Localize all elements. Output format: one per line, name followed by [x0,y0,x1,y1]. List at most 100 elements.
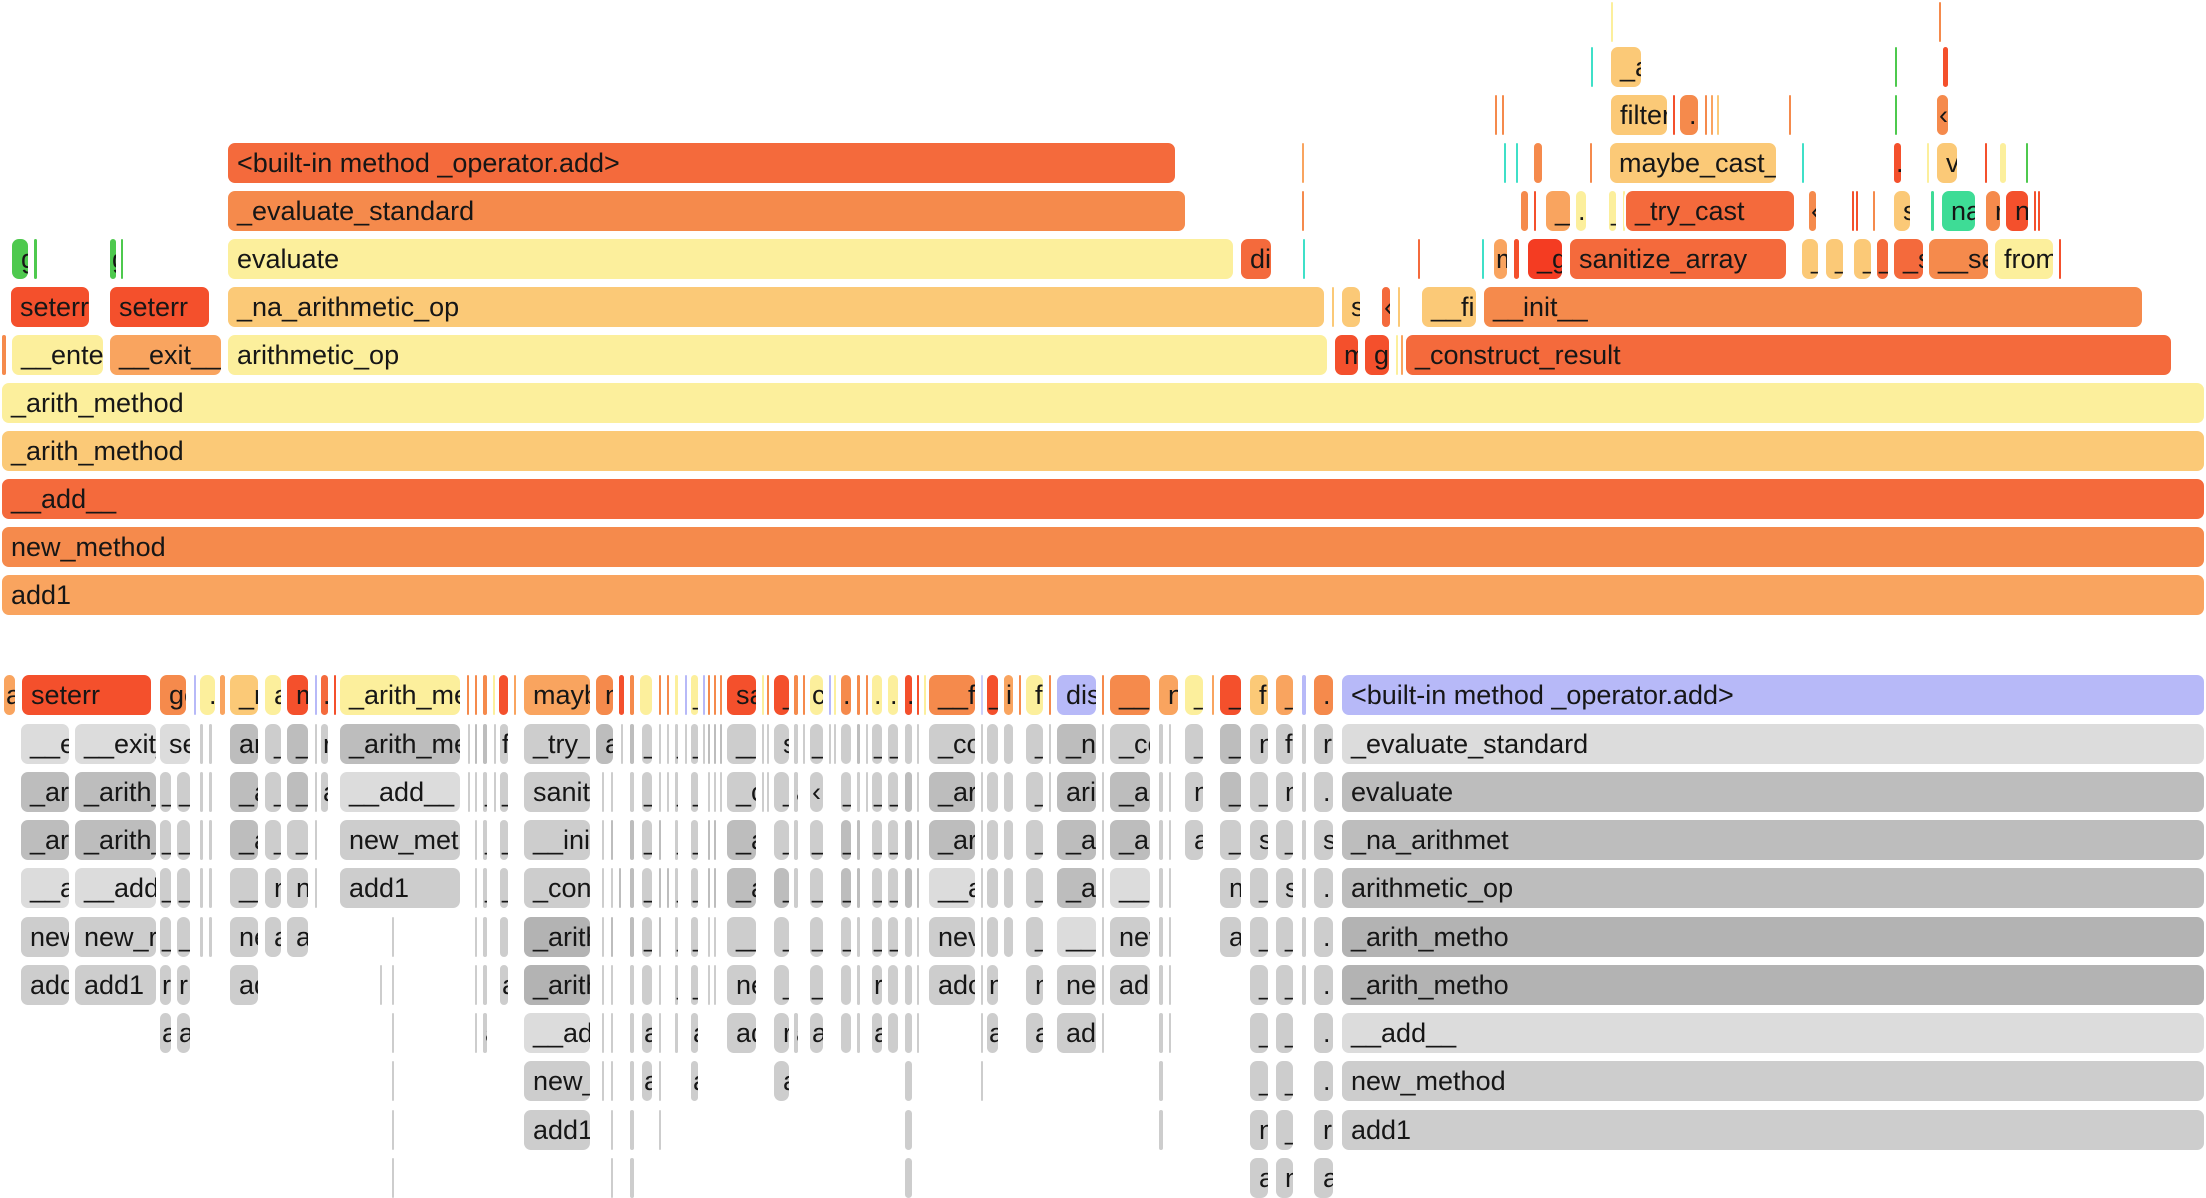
frame-m[interactable]: m [1274,770,1295,814]
frame-[interactable]: . [198,673,217,717]
frame-bar[interactable] [657,818,663,862]
frame-_[interactable]: _ [1274,1059,1295,1103]
frame-bar[interactable] [1983,141,1989,185]
frame-bar[interactable] [765,673,771,717]
frame-n[interactable]: n [1218,866,1243,910]
frame-bar[interactable] [192,673,198,717]
frame-bar[interactable] [1167,770,1173,814]
frame-a[interactable]: a [855,1011,862,1055]
frame-bar[interactable] [640,963,654,1007]
frame-evaluate[interactable]: evaluate [1340,770,2206,814]
frame-_ar[interactable]: _ar [1055,818,1098,862]
frame-bar[interactable] [473,963,479,1007]
frame-bar[interactable] [1047,722,1053,766]
frame-_arith_[interactable]: _arith_ [73,818,158,862]
frame-disp[interactable]: disp [1239,237,1273,281]
frame-a[interactable]: a [673,1011,680,1055]
frame-bar[interactable] [1017,673,1023,717]
frame-_[interactable]: _ [689,722,700,766]
frame-arithmetic_op[interactable]: arithmetic_op [1340,866,2206,910]
frame-bar[interactable] [765,770,771,814]
frame-seterr[interactable]: seterr [20,673,153,717]
frame-bar[interactable] [712,673,718,717]
frame-bar[interactable] [2036,189,2042,233]
frame-__init__[interactable]: __init__ [1482,285,2144,329]
frame-_evaluate_standard[interactable]: _evaluate_standard [1340,722,2206,766]
frame-bar[interactable] [1330,285,1336,329]
frame-bar[interactable] [1671,93,1677,137]
frame-bar[interactable] [855,770,862,814]
frame-_a[interactable]: _a [725,866,758,910]
frame-_[interactable]: _ [1024,915,1045,959]
frame-bar[interactable] [628,866,636,910]
frame-n[interactable]: n [1248,722,1270,766]
frame-_[interactable]: _ [772,770,791,814]
frame-bar[interactable] [985,915,1000,959]
frame-arithmetic_op[interactable]: arithmetic_op [226,333,1329,377]
frame-_construct_result[interactable]: _construct_result [1404,333,2173,377]
frame-nev[interactable]: nev [1055,963,1098,1007]
frame-bar[interactable] [473,866,479,910]
frame-_[interactable]: _ [839,818,853,862]
frame-bar[interactable] [617,673,626,717]
frame-_arith_metho[interactable]: _arith_metho [1340,963,2206,1007]
frame-_[interactable]: _ [886,818,900,862]
frame-_[interactable]: _ [263,722,283,766]
frame-s[interactable]: s [772,722,791,766]
frame-[interactable]: ‹ [1380,285,1392,329]
frame-_[interactable]: _ [772,915,791,959]
frame-r[interactable]: r [772,1011,791,1055]
frame-bar[interactable] [600,818,606,862]
frame-f[interactable]: f [1248,673,1270,717]
frame-n[interactable]: n [263,866,283,910]
frame-_ar[interactable]: _ar [927,770,977,814]
frame-_[interactable]: _ [839,915,853,959]
frame-_[interactable]: _ [175,770,192,814]
frame-_[interactable]: _ [1274,963,1295,1007]
frame-a[interactable]: a [2,673,17,717]
frame-bar[interactable] [609,770,615,814]
frame-_c[interactable]: _c [1218,673,1243,717]
frame-[interactable]: . [1312,963,1335,1007]
frame-maybe[interactable]: maybe [522,673,592,717]
frame-bar[interactable] [706,818,712,862]
frame-[interactable]: . [207,818,214,862]
frame-_arith_[interactable]: _arith_ [73,770,158,814]
frame-bar[interactable] [628,770,636,814]
frame-__ac[interactable]: __ac [19,866,71,910]
frame-bar[interactable] [1893,93,1899,137]
frame-bar[interactable] [915,770,921,814]
frame-bar[interactable] [673,673,680,717]
frame-bar[interactable] [313,866,319,910]
frame-__[interactable]: __ [725,915,758,959]
frame-_a[interactable]: _a [1218,770,1243,814]
frame-bar[interactable] [855,915,862,959]
frame-new_m[interactable]: new_m [1108,915,1152,959]
frame-_a[interactable]: _a [228,818,260,862]
frame-[interactable]: ı [198,866,205,910]
frame-_[interactable]: _ [1183,673,1205,717]
frame-add[interactable]: add [1055,1011,1098,1055]
frame-a[interactable]: a [640,1059,654,1103]
frame-_[interactable]: _ [808,722,825,766]
frame-bar[interactable] [332,673,338,717]
frame-_[interactable]: _ [839,770,853,814]
frame-bar[interactable] [1396,285,1402,329]
frame-__[interactable]: __ [725,722,758,766]
frame-a[interactable]: a [594,722,615,766]
frame-bar[interactable] [481,673,489,717]
frame-a[interactable]: a [1183,818,1205,862]
frame-na[interactable]: na [1940,189,1977,233]
frame-_arit[interactable]: _arit [19,770,71,814]
frame-_arith_metho[interactable]: _arith_metho [1340,915,2206,959]
frame-bar[interactable] [473,818,479,862]
frame-bar[interactable] [1929,189,1936,233]
frame-n[interactable]: n [1183,770,1205,814]
frame-[interactable]: . [319,673,330,717]
frame-[interactable]: . [198,770,205,814]
frame-bar[interactable] [1100,673,1106,717]
frame-_arith_me[interactable]: _arith_me [338,722,462,766]
frame-bar[interactable] [1157,915,1165,959]
frame-_arith_[interactable]: _arith_ [1108,818,1152,862]
frame-bar[interactable] [1609,0,1615,44]
